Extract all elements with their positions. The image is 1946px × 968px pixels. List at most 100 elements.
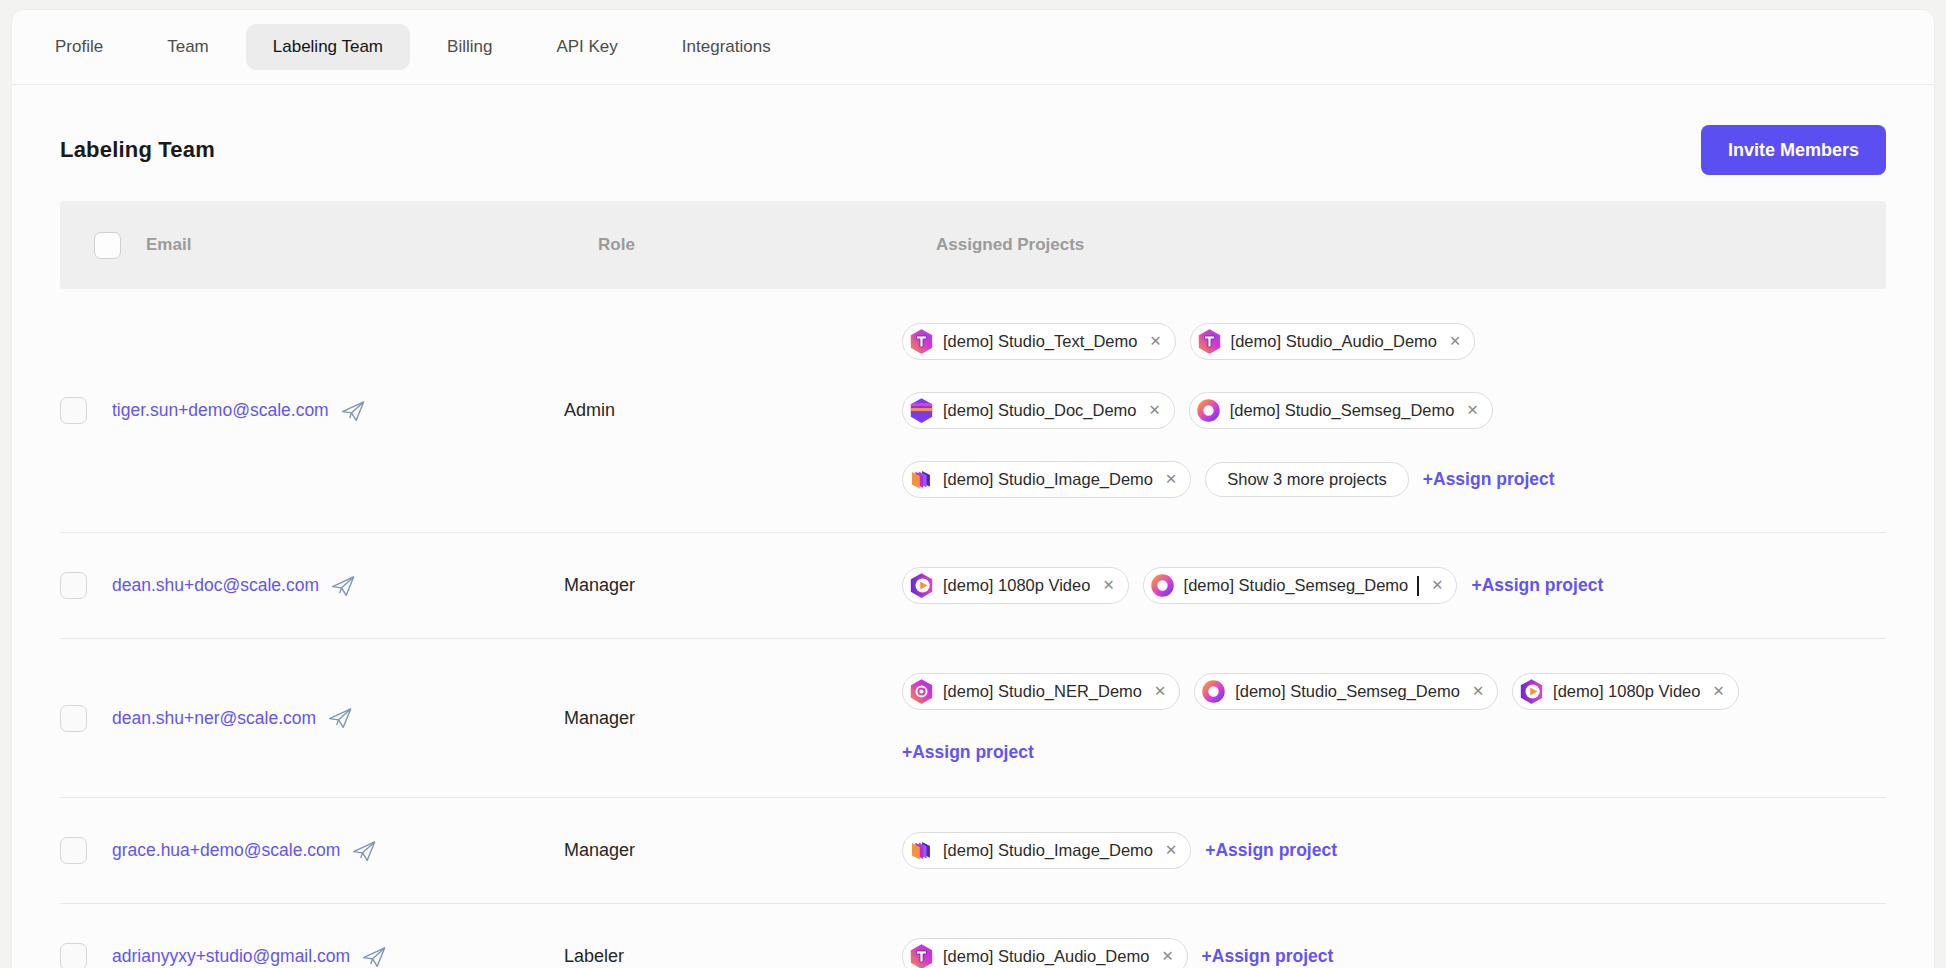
assign-project-link[interactable]: +Assign project xyxy=(902,742,1034,763)
chip-close-icon[interactable]: ✕ xyxy=(1165,843,1177,858)
email-cell: adrianyyxy+studio@gmail.com xyxy=(112,944,564,968)
select-all-checkbox[interactable] xyxy=(94,232,121,259)
doc-hex-icon xyxy=(908,397,935,424)
role-text: Labeler xyxy=(564,946,902,967)
project-chip[interactable]: [demo] Studio_Semseg_Demo ✕ xyxy=(1194,673,1498,710)
role-text: Admin xyxy=(564,400,902,421)
project-chip-label: [demo] 1080p Video xyxy=(943,576,1090,595)
project-chip-label: [demo] Studio_Audio_Demo xyxy=(1231,332,1437,351)
semseg-ring-icon xyxy=(1195,397,1222,424)
project-chip-label: [demo] Studio_Doc_Demo xyxy=(943,401,1137,420)
checkbox-cell xyxy=(60,943,112,968)
assigned-projects-cell: [demo] Studio_Audio_Demo ✕ +Assign project xyxy=(902,938,1886,968)
send-email-icon xyxy=(330,573,356,599)
table-row: adrianyyxy+studio@gmail.comLabeler[demo]… xyxy=(60,904,1886,968)
chip-close-icon[interactable]: ✕ xyxy=(1165,472,1177,487)
project-chip-label: [demo] Studio_Audio_Demo xyxy=(943,947,1149,966)
tab-profile[interactable]: Profile xyxy=(28,24,130,70)
tab-team[interactable]: Team xyxy=(140,24,236,70)
assigned-projects-cell: [demo] Studio_NER_Demo✕ [demo] Studio_Sem… xyxy=(902,673,1886,763)
column-header-email: Email xyxy=(146,235,598,255)
project-chip[interactable]: [demo] Studio_NER_Demo✕ xyxy=(902,673,1180,710)
chip-close-icon[interactable]: ✕ xyxy=(1712,684,1724,699)
role-text: Manager xyxy=(564,840,902,861)
assign-project-link[interactable]: +Assign project xyxy=(1471,575,1603,596)
checkbox-cell xyxy=(60,837,112,864)
email-link[interactable]: adrianyyxy+studio@gmail.com xyxy=(112,946,350,967)
email-link[interactable]: grace.hua+demo@scale.com xyxy=(112,840,340,861)
chip-close-icon[interactable]: ✕ xyxy=(1472,684,1484,699)
page-title: Labeling Team xyxy=(60,137,215,163)
role-text: Manager xyxy=(564,708,902,729)
email-cell: tiger.sun+demo@scale.com xyxy=(112,398,564,424)
tab-billing[interactable]: Billing xyxy=(420,24,519,70)
project-chip[interactable]: [demo] Studio_Image_Demo ✕ xyxy=(902,832,1191,869)
email-link[interactable]: dean.shu+doc@scale.com xyxy=(112,575,319,596)
settings-card: ProfileTeamLabeling TeamBillingAPI KeyIn… xyxy=(12,10,1934,968)
checkbox-cell xyxy=(60,397,112,424)
project-chip-label: [demo] Studio_Semseg_Demo xyxy=(1184,576,1409,595)
email-link[interactable]: tiger.sun+demo@scale.com xyxy=(112,400,329,421)
chip-close-icon[interactable]: ✕ xyxy=(1102,578,1114,593)
email-cell: grace.hua+demo@scale.com xyxy=(112,838,564,864)
assign-project-link[interactable]: +Assign project xyxy=(1205,840,1337,861)
show-more-projects-chip[interactable]: Show 3 more projects xyxy=(1205,462,1409,497)
assigned-projects-cell: [demo] Studio_Image_Demo ✕ +Assign project xyxy=(902,832,1886,869)
checkbox-cell xyxy=(60,705,112,732)
table-row: grace.hua+demo@scale.comManager[demo] St… xyxy=(60,798,1886,904)
tab-bar: ProfileTeamLabeling TeamBillingAPI KeyIn… xyxy=(12,10,1934,85)
row-checkbox[interactable] xyxy=(60,397,87,424)
project-chip[interactable]: [demo] Studio_Semseg_Demo ✕ xyxy=(1189,392,1493,429)
chip-close-icon[interactable]: ✕ xyxy=(1149,334,1161,349)
labeling-team-panel: Labeling Team Invite Members Email Role … xyxy=(12,125,1934,968)
semseg-ring-icon xyxy=(1200,678,1227,705)
chip-close-icon[interactable]: ✕ xyxy=(1154,684,1166,699)
project-chip[interactable]: [demo] Studio_Doc_Demo ✕ xyxy=(902,392,1175,429)
email-cell: dean.shu+ner@scale.com xyxy=(112,705,564,731)
tab-integrations[interactable]: Integrations xyxy=(655,24,798,70)
tab-api-key[interactable]: API Key xyxy=(529,24,644,70)
project-chip-label: [demo] Studio_Image_Demo xyxy=(943,841,1153,860)
project-chip-label: [demo] Studio_Image_Demo xyxy=(943,470,1153,489)
tab-labeling-team[interactable]: Labeling Team xyxy=(246,24,410,70)
column-header-projects: Assigned Projects xyxy=(936,235,1886,255)
row-checkbox[interactable] xyxy=(60,837,87,864)
table-row: dean.shu+ner@scale.comManager[demo] Stud… xyxy=(60,639,1886,798)
table-row: tiger.sun+demo@scale.comAdmin[demo] Stud… xyxy=(60,289,1886,533)
assign-project-link[interactable]: +Assign project xyxy=(1423,469,1555,490)
row-checkbox[interactable] xyxy=(60,572,87,599)
chip-close-icon[interactable]: ✕ xyxy=(1431,578,1443,593)
project-chip[interactable]: [demo] Studio_Audio_Demo ✕ xyxy=(1190,323,1476,360)
chip-close-icon[interactable]: ✕ xyxy=(1449,334,1461,349)
project-chip-label: [demo] 1080p Video xyxy=(1553,682,1700,701)
chip-close-icon[interactable]: ✕ xyxy=(1161,949,1173,964)
ner-hex-icon xyxy=(908,678,935,705)
video-hex-icon xyxy=(908,572,935,599)
project-chip[interactable]: [demo] Studio_Audio_Demo ✕ xyxy=(902,938,1188,968)
project-chip-label: [demo] Studio_Semseg_Demo xyxy=(1230,401,1455,420)
table-body: tiger.sun+demo@scale.comAdmin[demo] Stud… xyxy=(60,289,1886,968)
t-hex-icon xyxy=(1196,328,1223,355)
send-email-icon xyxy=(340,398,366,424)
image-stack-icon xyxy=(908,837,935,864)
project-chip[interactable]: [demo] Studio_Text_Demo ✕ xyxy=(902,323,1176,360)
row-checkbox[interactable] xyxy=(60,705,87,732)
project-chip[interactable]: [demo] 1080p Video ✕ xyxy=(902,567,1129,604)
invite-members-button[interactable]: Invite Members xyxy=(1701,125,1886,175)
project-chip-label: [demo] Studio_Semseg_Demo xyxy=(1235,682,1460,701)
video-hex-icon xyxy=(1518,678,1545,705)
email-link[interactable]: dean.shu+ner@scale.com xyxy=(112,708,316,729)
image-stack-icon xyxy=(908,466,935,493)
assigned-projects-cell: [demo] 1080p Video✕[demo] Studio_Semseg_… xyxy=(902,567,1886,604)
send-email-icon xyxy=(327,705,353,731)
chip-close-icon[interactable]: ✕ xyxy=(1149,403,1161,418)
project-chip[interactable]: [demo] Studio_Semseg_Demo ✕ xyxy=(1143,567,1458,604)
project-chip-label: [demo] Studio_Text_Demo xyxy=(943,332,1137,351)
row-checkbox[interactable] xyxy=(60,943,87,968)
project-chip[interactable]: [demo] Studio_Image_Demo ✕ xyxy=(902,461,1191,498)
project-chip[interactable]: [demo] 1080p Video ✕ xyxy=(1512,673,1739,710)
send-email-icon xyxy=(351,838,377,864)
assign-project-link[interactable]: +Assign project xyxy=(1202,946,1334,967)
chip-close-icon[interactable]: ✕ xyxy=(1466,403,1478,418)
role-text: Manager xyxy=(564,575,902,596)
